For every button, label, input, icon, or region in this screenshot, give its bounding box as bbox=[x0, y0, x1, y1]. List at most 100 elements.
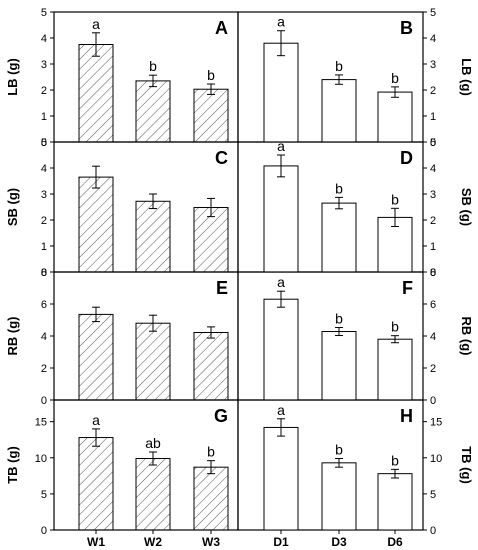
bar bbox=[135, 458, 171, 531]
y-tick-label: 4 bbox=[41, 331, 47, 343]
y-tick-label: 0 bbox=[41, 137, 47, 149]
bar bbox=[135, 200, 171, 273]
y-tick-label: 5 bbox=[430, 7, 436, 19]
y-axis-label: LB (g) bbox=[459, 58, 474, 96]
y-axis-label: RB (g) bbox=[5, 317, 20, 356]
y-tick-label: 1 bbox=[430, 111, 436, 123]
y-tick-label: 4 bbox=[430, 163, 436, 175]
y-tick-label: 10 bbox=[35, 453, 47, 465]
significance-label: a bbox=[92, 412, 100, 428]
panel-D: 0 1 2 3 4 5 SB (g) Da b b bbox=[237, 137, 474, 279]
y-tick-label: 0 bbox=[430, 267, 436, 279]
x-category-label: D1 bbox=[273, 535, 289, 549]
bar bbox=[78, 44, 114, 143]
y-tick-label: 1 bbox=[41, 241, 47, 253]
significance-label: b bbox=[391, 319, 399, 335]
y-axis-label: SB (g) bbox=[5, 188, 20, 226]
y-tick-label: 5 bbox=[430, 489, 436, 501]
panel-A: 0 1 2 3 4 5 LB (g) Aa b b bbox=[5, 7, 239, 149]
panel-F: 0 2 4 6 8 RB (g) Fa b b bbox=[237, 267, 474, 407]
significance-label: b bbox=[391, 452, 399, 468]
bar bbox=[263, 42, 299, 143]
y-tick-label: 0 bbox=[430, 525, 436, 537]
panel-letter: E bbox=[216, 278, 228, 298]
bar bbox=[193, 331, 229, 401]
y-tick-label: 4 bbox=[430, 331, 436, 343]
y-axis-label: LB (g) bbox=[5, 58, 20, 96]
significance-label: ab bbox=[145, 435, 161, 451]
significance-label: a bbox=[277, 402, 285, 418]
significance-label: b bbox=[335, 442, 343, 458]
y-tick-label: 5 bbox=[41, 489, 47, 501]
bar bbox=[78, 176, 114, 273]
x-category-label: W2 bbox=[144, 535, 162, 549]
bar bbox=[263, 165, 299, 273]
bar bbox=[263, 298, 299, 401]
panel-B: 0 1 2 3 4 5 LB (g) Ba b b bbox=[237, 7, 474, 149]
bar bbox=[263, 426, 299, 531]
panel-letter: F bbox=[402, 278, 413, 298]
significance-label: b bbox=[149, 58, 157, 74]
panel-C: 0 1 2 3 4 5 SB (g) C bbox=[5, 137, 239, 279]
panel-E: 0 2 4 6 8 RB (g) E bbox=[5, 267, 239, 407]
y-tick-label: 5 bbox=[41, 137, 47, 149]
y-tick-label: 5 bbox=[430, 137, 436, 149]
y-tick-label: 8 bbox=[430, 267, 436, 279]
bar bbox=[377, 91, 413, 143]
panel-letter: D bbox=[400, 148, 413, 168]
bar bbox=[193, 207, 229, 273]
y-tick-label: 0 bbox=[41, 267, 47, 279]
x-category-label: W1 bbox=[87, 535, 105, 549]
x-category-label: D3 bbox=[331, 535, 347, 549]
y-tick-label: 2 bbox=[41, 85, 47, 97]
y-tick-label: 3 bbox=[41, 189, 47, 201]
y-tick-label: 1 bbox=[430, 241, 436, 253]
y-tick-label: 2 bbox=[430, 85, 436, 97]
y-tick-label: 10 bbox=[430, 453, 442, 465]
x-category-label: W3 bbox=[202, 535, 220, 549]
y-tick-label: 0 bbox=[41, 395, 47, 407]
bar bbox=[135, 322, 171, 401]
y-tick-label: 8 bbox=[41, 267, 47, 279]
bar bbox=[78, 437, 114, 531]
significance-label: b bbox=[391, 191, 399, 207]
significance-label: a bbox=[277, 14, 285, 30]
bar bbox=[135, 80, 171, 143]
y-axis-label: SB (g) bbox=[459, 188, 474, 226]
bar bbox=[321, 202, 357, 273]
bar bbox=[78, 313, 114, 401]
y-tick-label: 0 bbox=[430, 137, 436, 149]
bar bbox=[193, 466, 229, 531]
y-tick-label: 15 bbox=[35, 417, 47, 429]
y-tick-label: 0 bbox=[41, 525, 47, 537]
y-tick-label: 5 bbox=[41, 7, 47, 19]
y-axis-label: TB (g) bbox=[5, 446, 20, 484]
panel-letter: A bbox=[215, 18, 228, 38]
y-tick-label: 2 bbox=[430, 215, 436, 227]
significance-label: a bbox=[92, 16, 100, 32]
significance-label: a bbox=[277, 274, 285, 290]
panel-letter: G bbox=[214, 406, 228, 426]
significance-label: b bbox=[335, 311, 343, 327]
bar bbox=[321, 79, 357, 143]
y-tick-label: 4 bbox=[430, 33, 436, 45]
y-tick-label: 15 bbox=[430, 417, 442, 429]
bar bbox=[377, 338, 413, 401]
bar bbox=[193, 88, 229, 143]
y-tick-label: 3 bbox=[430, 59, 436, 71]
y-tick-label: 2 bbox=[41, 363, 47, 375]
panel-letter: H bbox=[400, 406, 413, 426]
x-category-label: D6 bbox=[387, 535, 403, 549]
y-tick-label: 4 bbox=[41, 163, 47, 175]
y-axis-label: TB (g) bbox=[459, 446, 474, 484]
y-tick-label: 2 bbox=[430, 363, 436, 375]
significance-label: b bbox=[207, 67, 215, 83]
panel-letter: C bbox=[215, 148, 228, 168]
y-tick-label: 6 bbox=[430, 299, 436, 311]
significance-label: a bbox=[277, 138, 285, 154]
bar bbox=[321, 331, 357, 401]
significance-label: b bbox=[335, 58, 343, 74]
significance-label: b bbox=[391, 70, 399, 86]
y-tick-label: 4 bbox=[41, 33, 47, 45]
y-tick-label: 3 bbox=[41, 59, 47, 71]
